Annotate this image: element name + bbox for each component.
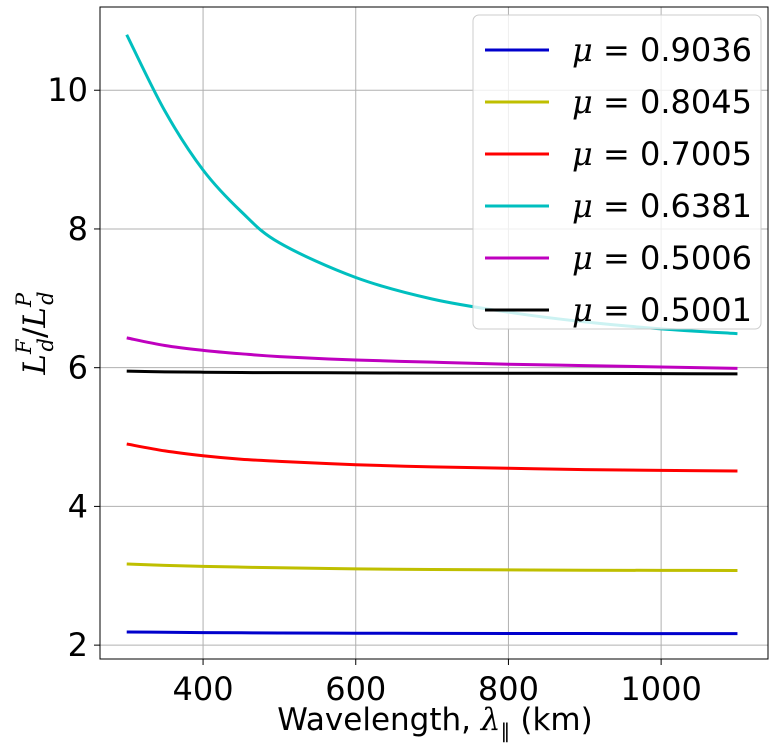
x-axis-label: Wavelength, λ∥ (km)	[277, 702, 592, 743]
plot-frame	[99, 6, 769, 660]
y-tick-label: 2	[68, 626, 88, 664]
legend-box	[472, 14, 762, 330]
legend-label: μ = 0.5006	[572, 239, 752, 277]
series-line-0.7005	[126, 442, 738, 473]
x-tick-label: 800	[478, 670, 539, 708]
x-tick-label: 400	[173, 670, 234, 708]
legend-label: μ = 0.8045	[572, 83, 752, 121]
series-line-0.8045	[126, 562, 738, 573]
series-lines	[125, 34, 738, 636]
legend-label: μ = 0.5001	[572, 291, 752, 329]
series-line-0.5006	[126, 336, 738, 370]
y-tick-label: 10	[47, 71, 88, 109]
series-line-0.5001	[126, 369, 738, 376]
y-axis-ticks: 2 4 6 8 10	[47, 71, 100, 664]
legend: μ = 0.9036 μ = 0.8045 μ = 0.7005 μ = 0.6381…	[472, 14, 762, 330]
x-tick-label: 1000	[620, 670, 701, 708]
legend-label: μ = 0.7005	[572, 135, 752, 173]
y-axis-label: LFd/LPd	[12, 291, 58, 375]
legend-label: μ = 0.6381	[572, 187, 752, 225]
y-tick-label: 4	[68, 487, 88, 525]
legend-label: μ = 0.9036	[572, 31, 752, 69]
x-axis-ticks: 400 600 800 1000	[173, 659, 702, 708]
x-tick-label: 600	[325, 670, 386, 708]
series-line-0.9036	[126, 630, 738, 636]
y-tick-label: 8	[68, 210, 88, 248]
y-tick-label: 6	[68, 349, 88, 387]
svg-text:LFd/LPd: LFd/LPd	[12, 291, 58, 375]
